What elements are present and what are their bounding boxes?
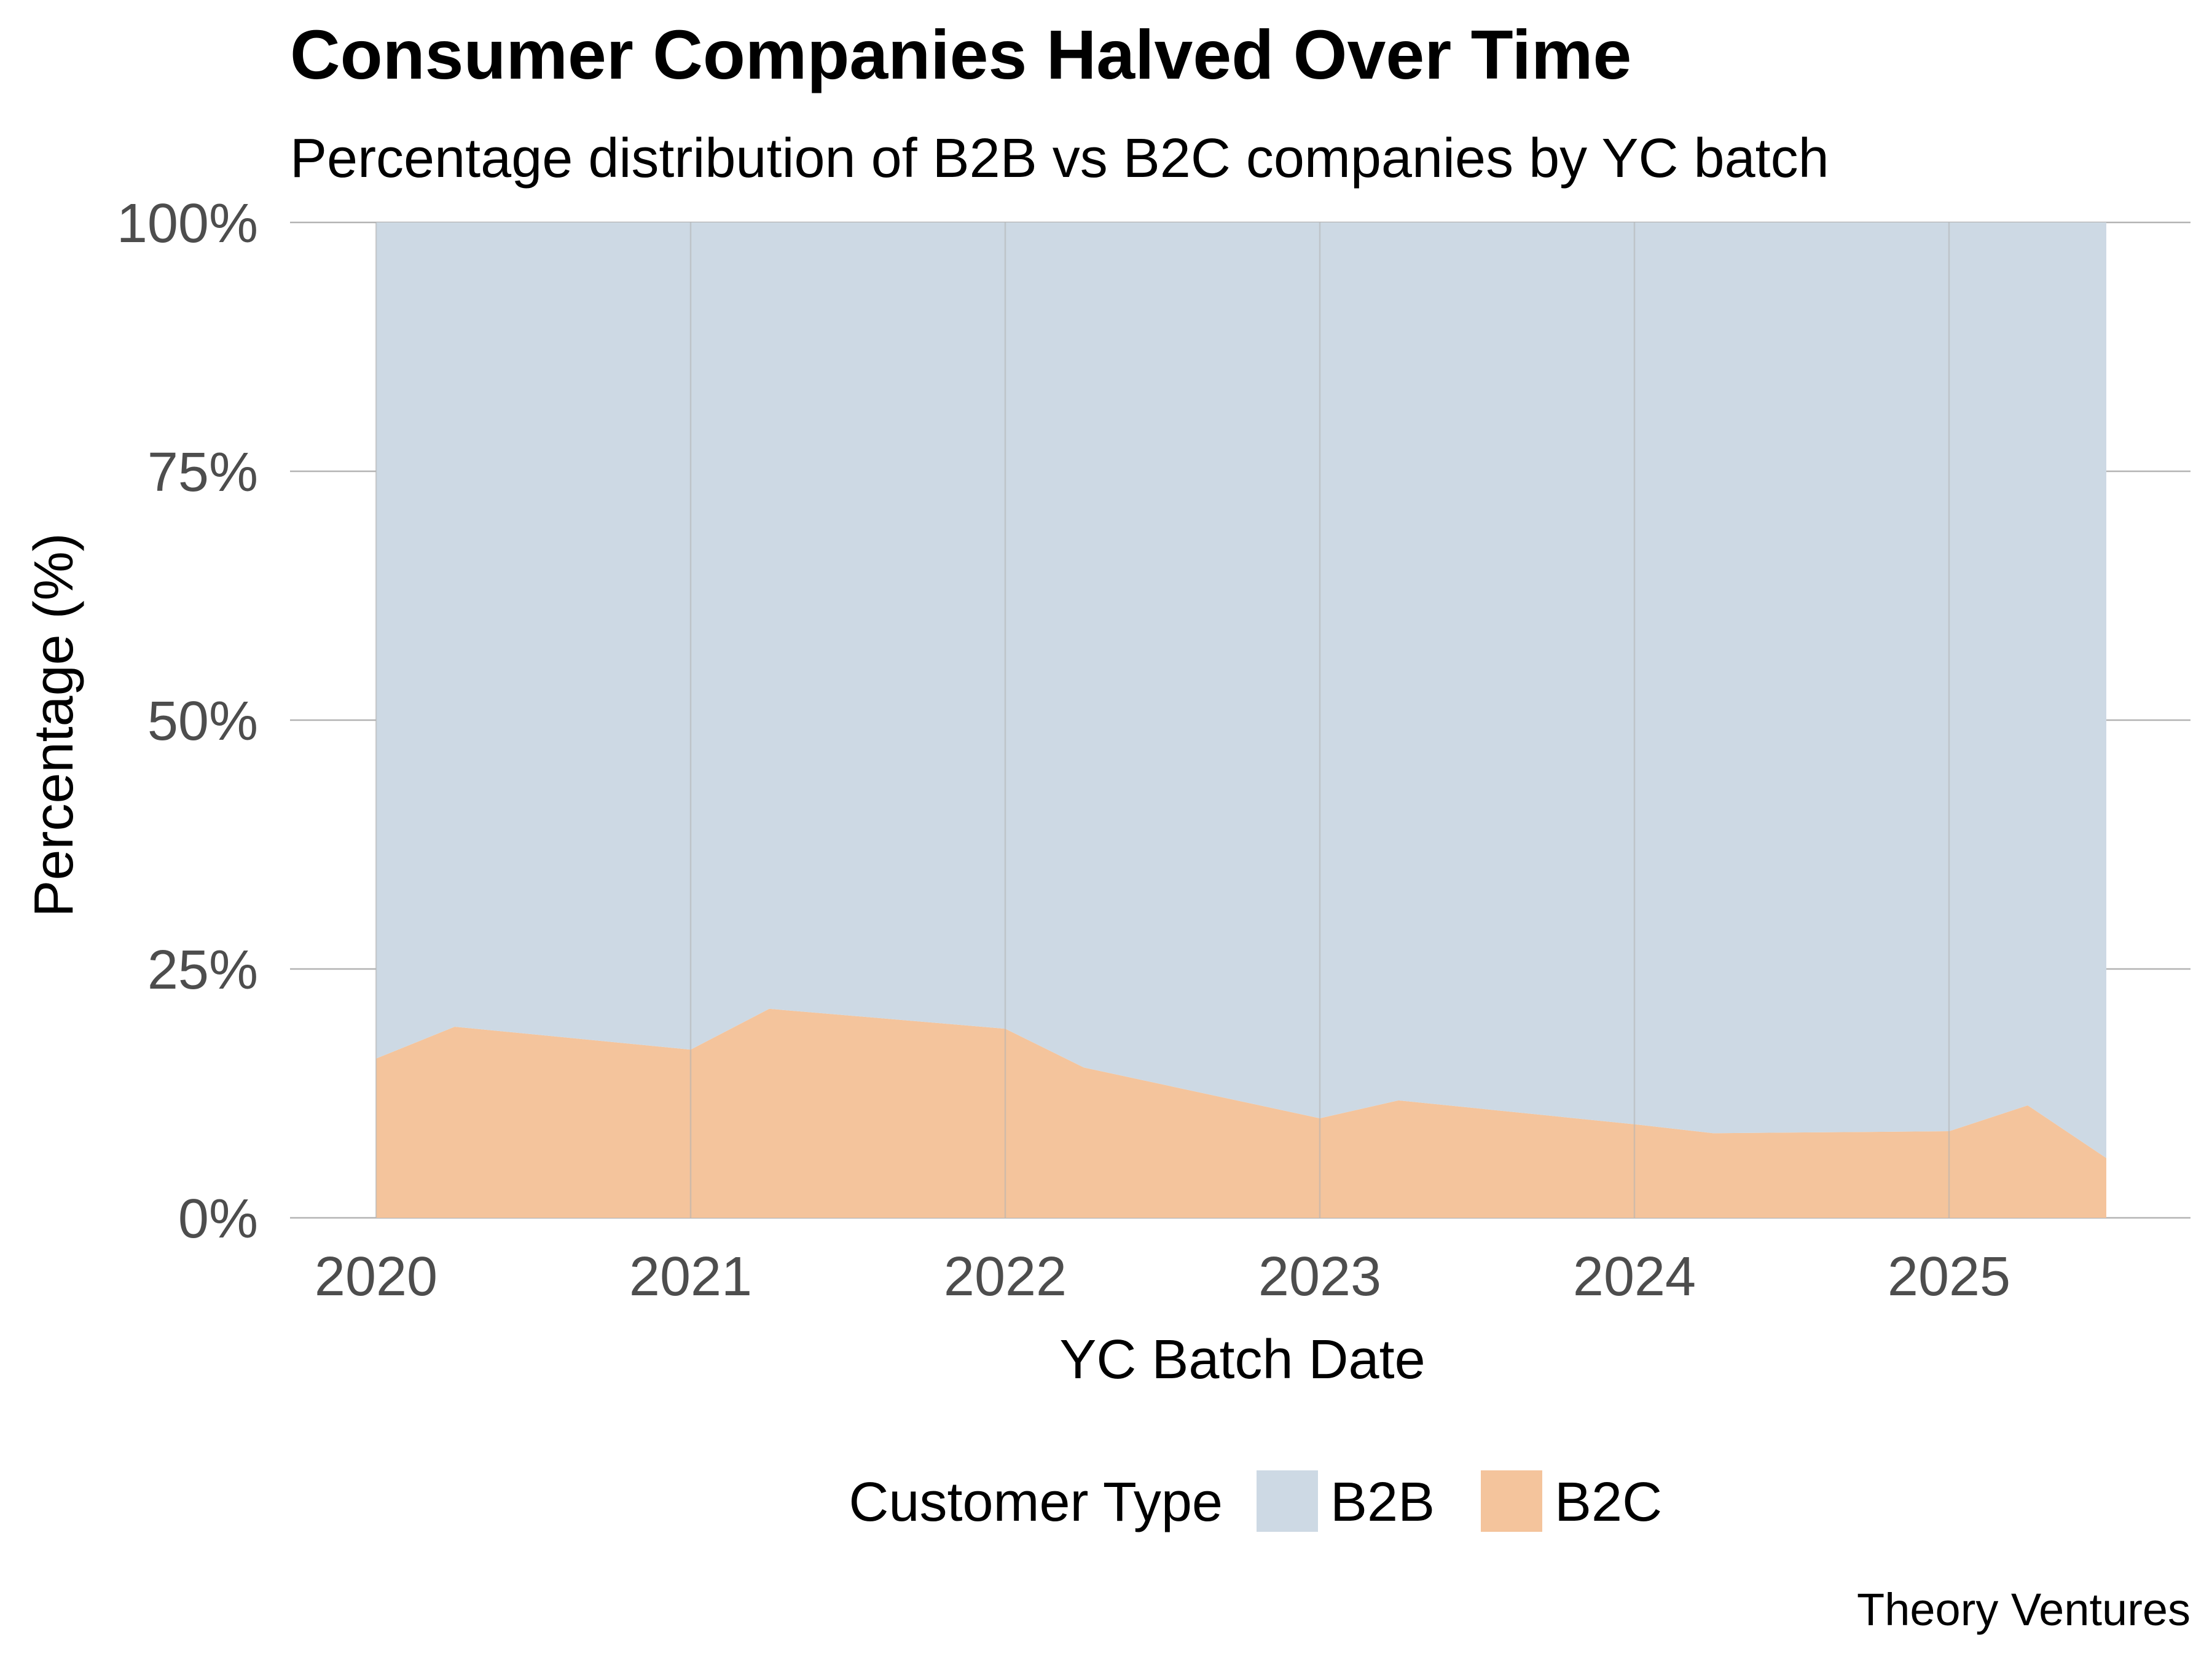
x-tick-label: 2025	[1888, 1246, 2010, 1308]
y-axis-ticks: 0% 25% 50% 75% 100%	[117, 193, 258, 1250]
chart-title: Consumer Companies Halved Over Time	[290, 16, 1631, 93]
caption: Theory Ventures	[1857, 1584, 2190, 1635]
x-axis-ticks: 2020 2021 2022 2023 2024 2025	[315, 1246, 2010, 1308]
x-tick-label: 2023	[1258, 1246, 1381, 1308]
legend-label-b2c: B2C	[1555, 1472, 1662, 1533]
y-axis-title: Percentage (%)	[23, 533, 85, 917]
area-b2c	[376, 1008, 2106, 1218]
plot-area	[376, 222, 2106, 1218]
x-tick-label: 2020	[315, 1246, 437, 1308]
y-tick-label: 25%	[147, 939, 258, 1001]
legend-title: Customer Type	[849, 1472, 1223, 1533]
vertical-gridlines	[375, 222, 1950, 1218]
area-b2b	[376, 222, 2106, 1158]
x-tick-label: 2021	[629, 1246, 752, 1308]
legend-swatch-b2b	[1257, 1470, 1318, 1532]
legend-label-b2b: B2B	[1330, 1472, 1435, 1533]
x-axis-title: YC Batch Date	[1059, 1329, 1425, 1390]
y-tick-label: 100%	[117, 193, 258, 254]
y-tick-label: 50%	[147, 691, 258, 752]
legend: Customer Type B2B B2C	[849, 1470, 1662, 1533]
x-tick-label: 2022	[944, 1246, 1067, 1308]
legend-swatch-b2c	[1481, 1470, 1542, 1532]
y-tick-label: 75%	[147, 442, 258, 503]
y-tick-label: 0%	[178, 1188, 258, 1250]
x-tick-label: 2024	[1573, 1246, 1696, 1308]
chart-subtitle: Percentage distribution of B2B vs B2C co…	[290, 128, 1829, 189]
